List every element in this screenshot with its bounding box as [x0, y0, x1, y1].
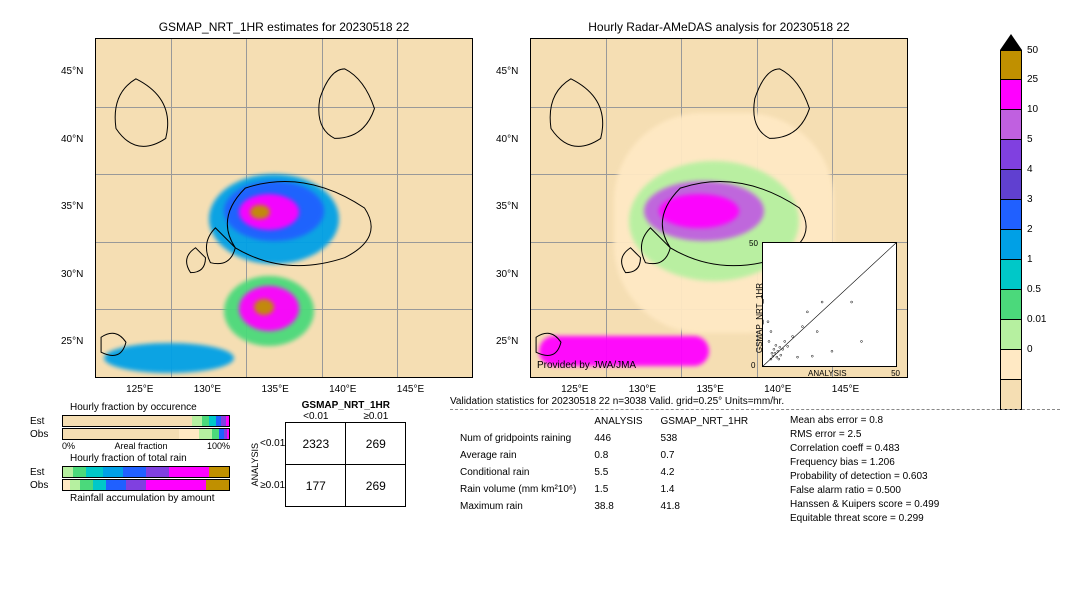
- contingency-table: GSMAP_NRT_1HR <0.01≥0.01 ANALYSIS <0.01 …: [250, 400, 406, 507]
- stats-title: Validation statistics for 20230518 22 n=…: [450, 396, 1060, 407]
- stats-metrics: Mean abs error = 0.8RMS error = 2.5Corre…: [790, 412, 1060, 527]
- radar-title: Hourly Radar-AMeDAS analysis for 2023051…: [530, 20, 908, 34]
- fraction-bars: Hourly fraction by occurence Est Obs 0%A…: [30, 400, 230, 506]
- radar-map: Provided by JWA/JMA GSMAP_NRT_1HR ANAL: [530, 38, 908, 378]
- validation-stats: Validation statistics for 20230518 22 n=…: [450, 396, 1060, 527]
- attribution-text: Provided by JWA/JMA: [537, 360, 636, 371]
- radar-map-panel: Hourly Radar-AMeDAS analysis for 2023051…: [530, 20, 908, 378]
- coastlines: [96, 39, 472, 377]
- gsmap-map-panel: GSMAP_NRT_1HR estimates for 20230518 22: [95, 20, 473, 378]
- fraction-title-2: Hourly fraction of total rain: [70, 453, 230, 464]
- gsmap-map: 45°N 40°N 35°N 30°N 25°N 125°E 130°E 135…: [95, 38, 473, 378]
- obs-totalrain-bar: [62, 479, 230, 491]
- colorbar: 502510543210.50.010: [1000, 34, 1060, 410]
- est-totalrain-bar: [62, 466, 230, 478]
- stats-comparison-table: ANALYSISGSMAP_NRT_1HR Num of gridpoints …: [450, 412, 758, 516]
- scatter-ylabel: GSMAP_NRT_1HR: [755, 283, 764, 353]
- fraction-title-1: Hourly fraction by occurence: [70, 402, 230, 413]
- obs-occurrence-bar: [62, 428, 230, 440]
- fraction-title-3: Rainfall accumulation by amount: [70, 493, 230, 504]
- colorbar-overflow-icon: [1000, 34, 1022, 50]
- est-occurrence-bar: [62, 415, 230, 427]
- scatter-xlabel: ANALYSIS: [808, 369, 847, 378]
- gsmap-title: GSMAP_NRT_1HR estimates for 20230518 22: [95, 20, 473, 34]
- scatter-inset: GSMAP_NRT_1HR ANALYSIS 0 50 50: [762, 242, 897, 367]
